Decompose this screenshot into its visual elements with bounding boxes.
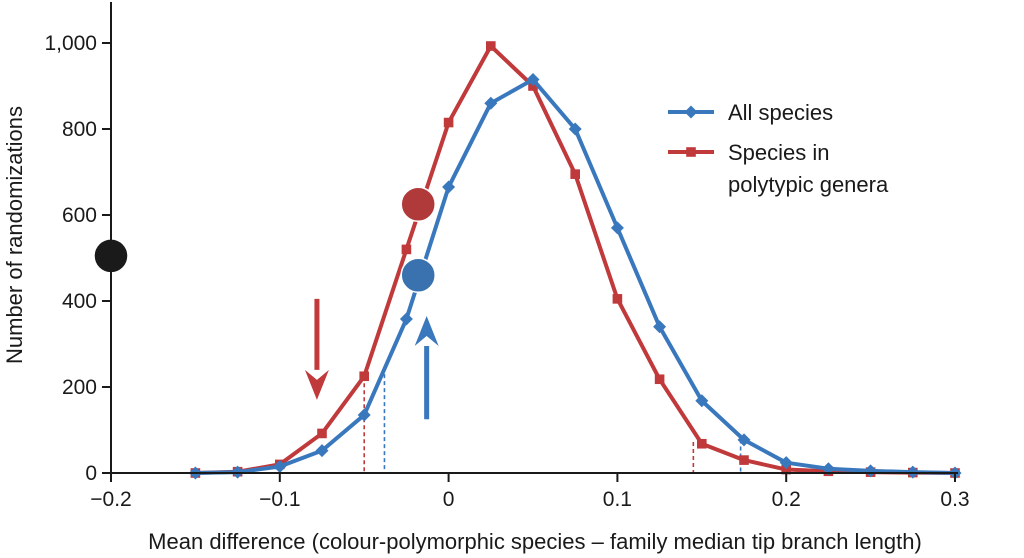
data-point xyxy=(484,96,498,110)
data-point xyxy=(568,122,582,136)
x-tick-label: −0.2 xyxy=(90,488,131,511)
data-point xyxy=(570,169,580,179)
data-point xyxy=(612,294,623,304)
data-point xyxy=(443,117,454,128)
arrow-head xyxy=(304,369,329,400)
x-axis-title: Mean difference (colour-polymorphic spec… xyxy=(148,529,922,554)
axes: 0 200 400 600 800 1,000 −0.2 −0.1 0 0.1 0.2 0.3 xyxy=(44,2,970,511)
y-tick-label: 600 xyxy=(62,204,97,227)
data-point xyxy=(779,456,793,470)
legend: All species Species in polytypic genera xyxy=(668,100,889,197)
y-tick-label: 800 xyxy=(62,118,97,141)
y-tick-label: 0 xyxy=(85,462,97,485)
y-tick-label: 400 xyxy=(62,290,97,313)
legend-label: polytypic genera xyxy=(728,172,889,197)
data-point xyxy=(864,464,878,478)
data-point xyxy=(317,428,327,439)
annotations xyxy=(93,186,439,420)
data-point xyxy=(737,433,751,447)
data-point xyxy=(739,455,749,465)
data-point xyxy=(697,438,707,449)
series-line xyxy=(195,44,956,475)
data-point xyxy=(695,394,709,408)
arrow-head xyxy=(414,316,439,347)
x-tick-label: 0 xyxy=(443,488,455,511)
data-point xyxy=(610,221,624,235)
data-point xyxy=(357,408,371,422)
arrow-down xyxy=(304,298,329,400)
legend-label: All species xyxy=(728,100,833,125)
data-point xyxy=(273,460,287,474)
data-point xyxy=(401,244,412,255)
data-point xyxy=(486,41,496,51)
legend-entry-polytypic-genera: Species in polytypic genera xyxy=(668,140,889,197)
data-point xyxy=(684,105,698,119)
x-tick-label: −0.1 xyxy=(259,488,300,511)
data-point xyxy=(315,444,329,458)
series-line xyxy=(195,77,956,475)
observed-point xyxy=(400,257,436,293)
data-point xyxy=(359,371,369,382)
y-tick-label: 200 xyxy=(62,376,97,399)
data-point xyxy=(654,374,665,385)
legend-label: Species in xyxy=(728,140,830,165)
x-tick-label: 0.2 xyxy=(772,488,801,511)
x-tick-label: 0.1 xyxy=(603,488,632,511)
legend-entry-all-species: All species xyxy=(668,100,833,125)
data-point xyxy=(686,147,696,157)
arrow-up xyxy=(414,316,439,420)
series-polytypic-genera xyxy=(190,41,960,478)
data-point xyxy=(821,462,835,476)
data-point xyxy=(526,73,540,87)
data-point xyxy=(781,464,791,475)
reference-lines xyxy=(363,374,742,473)
y-axis-title: Number of randomizations xyxy=(2,106,27,364)
data-point xyxy=(442,180,456,194)
x-tick-label: 0.3 xyxy=(940,488,969,511)
observed-point xyxy=(400,186,436,222)
series-layer xyxy=(188,41,962,480)
data-point xyxy=(399,312,413,326)
series-all-species xyxy=(188,73,962,480)
y-tick-label: 1,000 xyxy=(44,32,97,55)
data-point xyxy=(653,320,667,334)
